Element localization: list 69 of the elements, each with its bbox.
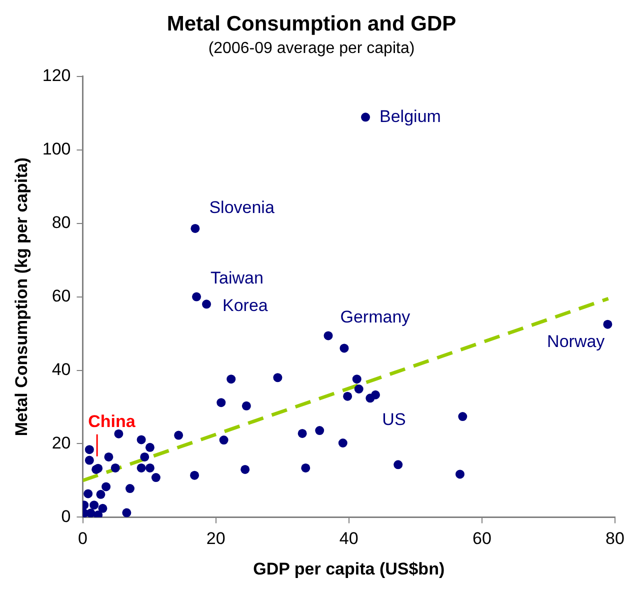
point bbox=[84, 456, 94, 465]
x-tick-label: 80 bbox=[606, 529, 624, 548]
point bbox=[151, 473, 160, 482]
point bbox=[140, 452, 150, 462]
point bbox=[216, 398, 226, 408]
y-tick-label: 0 bbox=[61, 506, 71, 526]
point bbox=[190, 470, 200, 480]
point bbox=[338, 438, 348, 448]
point bbox=[394, 460, 403, 470]
point bbox=[226, 374, 236, 384]
point bbox=[122, 508, 132, 518]
point bbox=[110, 463, 120, 472]
point bbox=[84, 489, 93, 498]
point bbox=[273, 373, 282, 382]
point bbox=[340, 344, 349, 353]
annotation: Slovenia bbox=[209, 198, 275, 218]
y-tick-label: 100 bbox=[42, 140, 71, 159]
point bbox=[104, 452, 114, 462]
x-tick-label: 20 bbox=[206, 529, 226, 548]
annotation: China bbox=[88, 412, 136, 432]
point bbox=[352, 374, 362, 384]
point bbox=[114, 429, 124, 438]
point bbox=[458, 412, 468, 422]
point bbox=[94, 510, 103, 518]
point bbox=[242, 401, 251, 410]
point bbox=[361, 112, 370, 122]
point bbox=[202, 300, 212, 309]
point bbox=[324, 331, 333, 340]
x-tick-label: 60 bbox=[472, 529, 492, 548]
point bbox=[84, 445, 94, 454]
point bbox=[126, 484, 134, 494]
point bbox=[102, 482, 111, 492]
point bbox=[136, 435, 146, 444]
point bbox=[192, 292, 202, 302]
point bbox=[96, 490, 106, 499]
y-tick-label: 80 bbox=[52, 213, 71, 232]
point bbox=[98, 504, 108, 513]
point bbox=[219, 436, 228, 445]
point bbox=[354, 384, 364, 394]
y-axis-title: Metal Consumption (kg per capita) bbox=[12, 157, 31, 436]
point bbox=[190, 224, 200, 233]
y-tick-label: 60 bbox=[52, 286, 71, 306]
chart-subtitle: (2006-09 average per capita) bbox=[208, 40, 415, 58]
y-tick-label: 20 bbox=[52, 433, 71, 452]
point bbox=[240, 464, 250, 474]
y-tick-label: 40 bbox=[52, 360, 71, 379]
x-tick-label: 0 bbox=[78, 529, 88, 548]
x-tick-label: 40 bbox=[339, 529, 358, 548]
point bbox=[136, 463, 146, 472]
point bbox=[90, 500, 99, 510]
annotation: Korea bbox=[222, 296, 268, 315]
y-tick-label: 120 bbox=[42, 66, 71, 86]
point bbox=[174, 430, 184, 440]
annotation: Belgium bbox=[380, 106, 441, 126]
x-axis-title: GDP per capita (US$bn) bbox=[253, 559, 445, 578]
point bbox=[301, 463, 310, 472]
point bbox=[370, 390, 380, 400]
point bbox=[343, 392, 352, 401]
annotation: US bbox=[382, 410, 406, 429]
point bbox=[315, 426, 324, 436]
chart-title: Metal Consumption and GDP bbox=[166, 12, 456, 36]
annotation: Taiwan bbox=[210, 268, 264, 288]
annotation: Norway bbox=[547, 332, 606, 352]
point bbox=[298, 428, 307, 438]
point bbox=[145, 442, 154, 452]
point bbox=[145, 463, 154, 472]
annotation: Germany bbox=[340, 307, 411, 326]
point bbox=[455, 470, 464, 479]
point bbox=[603, 320, 612, 329]
